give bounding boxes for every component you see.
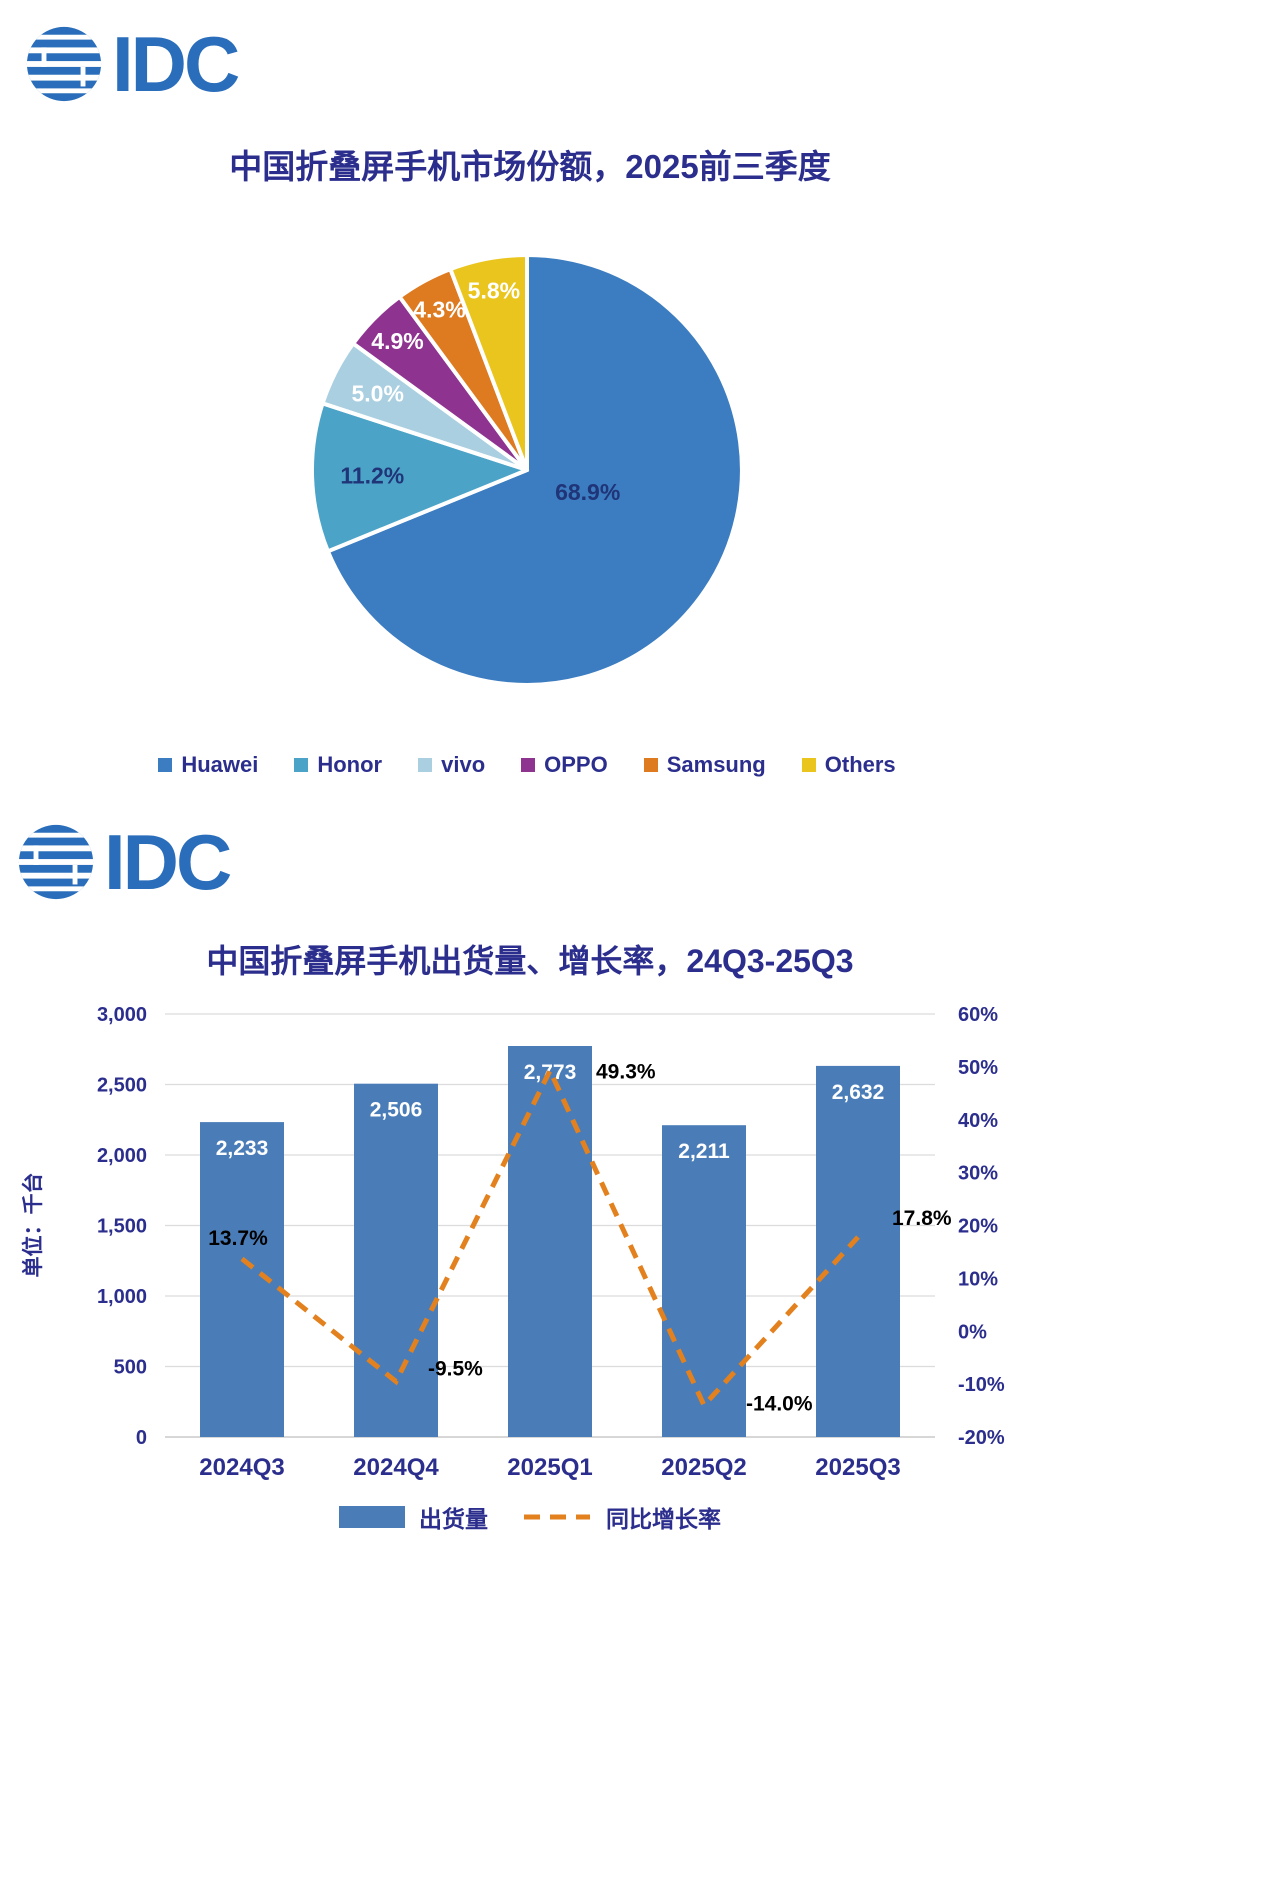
bar-2025Q1 xyxy=(508,1046,592,1437)
legend-label-oppo: OPPO xyxy=(544,752,608,777)
legend-swatch-vivo xyxy=(418,758,433,772)
right-axis-tick: 50% xyxy=(958,1057,998,1079)
left-axis-tick: 2,500 xyxy=(97,1075,147,1097)
legend-label-huawei: Huawei xyxy=(181,752,259,777)
pie-chart-title: 中国折叠屏手机市场份额，2025前三季度 xyxy=(229,148,831,185)
bar-2024Q4 xyxy=(354,1083,438,1437)
pie-value-label-honor: 11.2% xyxy=(340,463,404,489)
pie-value-label-others: 5.8% xyxy=(468,277,520,303)
legend-label-honor: Honor xyxy=(317,752,383,777)
bar-value-label-2024Q3: 2,233 xyxy=(216,1137,269,1160)
idc-logo: IDC xyxy=(16,817,232,906)
pie-slice-others xyxy=(448,253,529,472)
x-axis-label-2025Q1: 2025Q1 xyxy=(507,1454,592,1481)
legend-swatch-others xyxy=(801,758,816,772)
combo-chart: 0 500 1,000 1,500 2,000 2,500 3,000 -20% -10% 0% 1… xyxy=(21,1004,1005,1481)
idc-logo: IDC xyxy=(24,19,240,108)
legend-bar-swatch xyxy=(339,1506,405,1528)
bar-value-label-2025Q3: 2,632 xyxy=(832,1081,885,1104)
pie-legend-item-samsung: Samsung xyxy=(643,752,766,778)
growth-value-label-2025Q2: -14.0% xyxy=(746,1392,813,1415)
pie-value-label-oppo: 4.9% xyxy=(371,328,423,354)
pie-chart: 68.9% 11.2% 5.0% 4.9% 4.3%5.8% xyxy=(309,253,744,687)
combo-legend: 出货量 同比增长率 xyxy=(0,1500,1060,1534)
right-axis-tick: 10% xyxy=(958,1268,998,1290)
bar-value-label-2025Q2: 2,211 xyxy=(678,1140,730,1163)
x-axis-label-2024Q4: 2024Q4 xyxy=(353,1454,439,1481)
left-axis-tick: 0 xyxy=(136,1427,147,1449)
right-axis-tick: -10% xyxy=(958,1374,1005,1396)
left-axis-tick: 500 xyxy=(114,1357,147,1379)
pie-slice-huawei xyxy=(325,253,744,687)
idc-logo-text: IDC xyxy=(112,19,240,108)
legend-line-label: 同比增长率 xyxy=(606,1506,721,1532)
x-axis-label-2024Q3: 2024Q3 xyxy=(199,1454,284,1481)
legend-swatch-huawei xyxy=(158,758,173,772)
pie-legend-item-honor: Honor xyxy=(294,752,382,778)
growth-value-label-2025Q1: 49.3% xyxy=(596,1061,656,1084)
left-axis-tick: 1,500 xyxy=(97,1216,147,1238)
bar-value-label-2024Q4: 2,506 xyxy=(370,1099,423,1122)
right-axis-tick: -20% xyxy=(958,1427,1005,1449)
pie-legend: Huawei Honor vivo OPPO Samsung Others xyxy=(0,752,1054,778)
right-axis-tick: 30% xyxy=(958,1163,998,1185)
idc-globe-icon xyxy=(18,824,94,900)
growth-value-label-2024Q3: 13.7% xyxy=(208,1227,268,1250)
bar-2025Q2 xyxy=(662,1125,746,1437)
idc-logo-text: IDC xyxy=(104,817,232,906)
x-axis-label-2025Q3: 2025Q3 xyxy=(815,1454,900,1481)
legend-label-others: Others xyxy=(824,752,896,777)
pie-legend-item-huawei: Huawei xyxy=(158,752,258,778)
legend-bar-label: 出货量 xyxy=(419,1506,488,1532)
pie-legend-item-others: Others xyxy=(801,752,896,778)
legend-swatch-samsung xyxy=(643,758,658,772)
right-axis-tick: 60% xyxy=(958,1004,998,1026)
right-axis-tick: 20% xyxy=(958,1216,998,1238)
x-axis-label-2025Q2: 2025Q2 xyxy=(661,1454,746,1481)
pie-value-label-huawei: 68.9% xyxy=(555,479,620,505)
legend-label-samsung: Samsung xyxy=(666,752,766,777)
growth-value-label-2025Q3: 17.8% xyxy=(892,1207,952,1230)
pie-legend-item-vivo: vivo xyxy=(418,752,485,778)
pie-legend-item-oppo: OPPO xyxy=(521,752,608,778)
left-axis-tick: 2,000 xyxy=(97,1145,147,1167)
growth-value-label-2024Q4: -9.5% xyxy=(428,1358,483,1381)
pie-value-label-samsung: 4.3% xyxy=(413,297,465,323)
idc-globe-icon xyxy=(26,26,102,102)
legend-label-vivo: vivo xyxy=(441,752,486,777)
legend-swatch-honor xyxy=(294,758,309,772)
pie-value-label-vivo: 5.0% xyxy=(351,381,403,407)
legend-dashed-line-swatch xyxy=(524,1514,590,1520)
right-axis-tick: 40% xyxy=(958,1110,998,1132)
combo-chart-title: 中国折叠屏手机出货量、增长率，24Q3-25Q3 xyxy=(206,943,854,979)
pie-slice-honor xyxy=(309,401,529,554)
y-axis-title: 单位：千台 xyxy=(21,1173,45,1278)
left-axis-tick: 3,000 xyxy=(97,1004,147,1026)
left-axis-tick: 1,000 xyxy=(97,1286,147,1308)
legend-swatch-oppo xyxy=(521,758,536,772)
right-axis-tick: 0% xyxy=(958,1321,987,1343)
bar-2025Q3 xyxy=(816,1065,900,1437)
